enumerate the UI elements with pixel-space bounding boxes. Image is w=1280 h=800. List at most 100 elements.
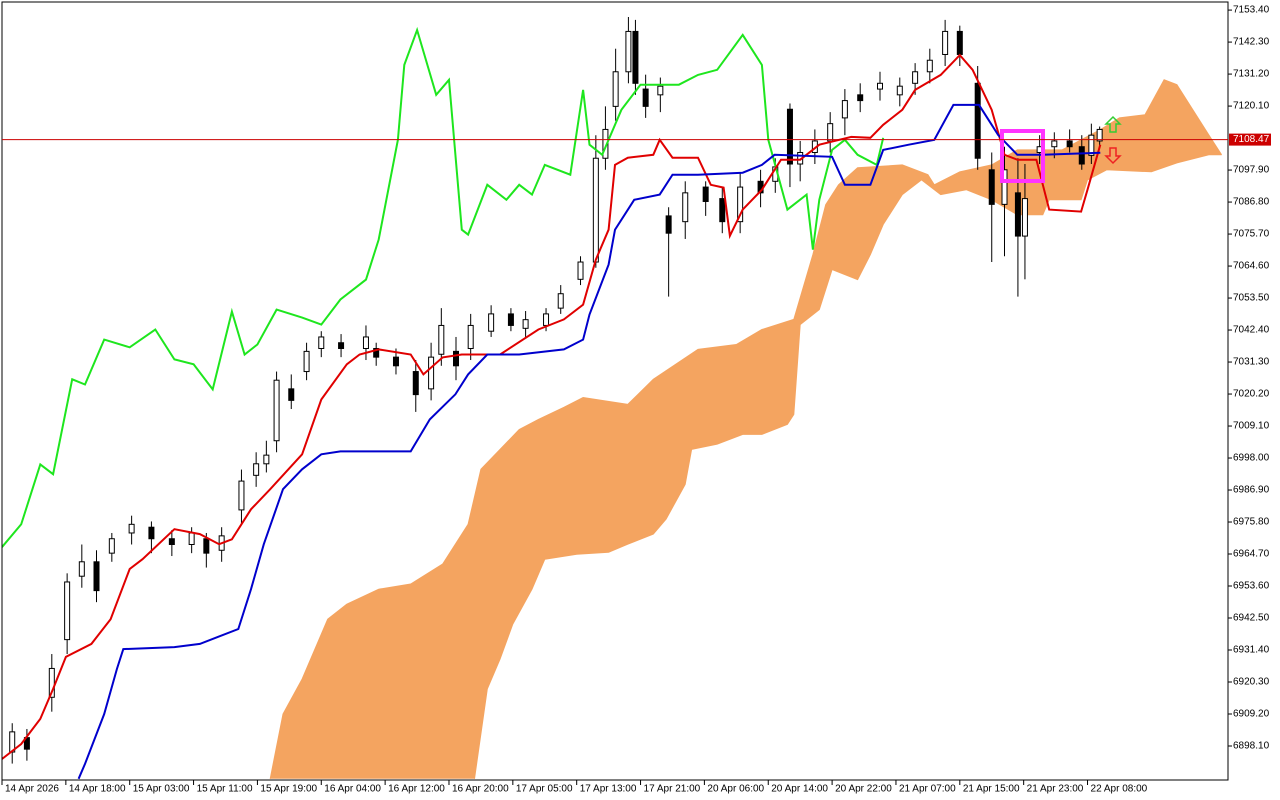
y-tick-label: 7153.40 bbox=[1233, 5, 1270, 16]
candle-body bbox=[108, 538, 115, 554]
candle-body bbox=[64, 581, 71, 641]
candle-body bbox=[453, 350, 460, 367]
x-tick-label: 16 Apr 04:00 bbox=[324, 784, 381, 795]
plot-area bbox=[2, 17, 1223, 780]
y-tick-label: 6964.70 bbox=[1233, 549, 1270, 560]
candle-body bbox=[657, 85, 664, 96]
y-tick-label: 7009.10 bbox=[1233, 421, 1270, 432]
y-tick-label: 6953.60 bbox=[1233, 581, 1270, 592]
current-price-box bbox=[1229, 133, 1271, 146]
candle-body bbox=[128, 523, 135, 534]
x-tick-label: 21 Apr 15:00 bbox=[963, 784, 1020, 795]
candle-body bbox=[522, 319, 529, 329]
candle-body bbox=[467, 324, 474, 349]
candle-body bbox=[1001, 169, 1008, 205]
plot-frame bbox=[1, 1, 1229, 781]
candle-body bbox=[592, 157, 599, 263]
candle-body bbox=[1088, 134, 1095, 156]
candle-body bbox=[625, 30, 632, 73]
candle-body bbox=[974, 82, 981, 159]
candle-body bbox=[253, 463, 260, 476]
candle-body bbox=[48, 667, 55, 698]
y-tick-label: 7086.80 bbox=[1233, 197, 1270, 208]
y-tick-label: 7131.20 bbox=[1233, 69, 1270, 80]
candle-body bbox=[632, 30, 639, 84]
cloud-edge bbox=[474, 154, 1222, 779]
candle-body bbox=[682, 192, 689, 223]
candle-body bbox=[786, 108, 793, 165]
cloud bbox=[270, 79, 1222, 779]
candle-body bbox=[338, 342, 345, 349]
candle-body bbox=[288, 388, 295, 401]
x-tick-label: 21 Apr 07:00 bbox=[899, 784, 956, 795]
candle-body bbox=[926, 59, 933, 73]
candle-body bbox=[857, 94, 864, 102]
candle-body bbox=[543, 313, 550, 326]
y-tick-label: 6998.00 bbox=[1233, 453, 1270, 464]
x-tick-label: 14 Apr 2026 bbox=[5, 784, 59, 795]
y-tick-label: 7142.30 bbox=[1233, 37, 1270, 48]
y-tick-label: 7020.20 bbox=[1233, 389, 1270, 400]
candle-body bbox=[168, 538, 175, 546]
x-tick-label: 22 Apr 08:00 bbox=[1091, 784, 1148, 795]
candle-body bbox=[238, 480, 245, 511]
candle-body bbox=[303, 350, 310, 373]
indicator-line bbox=[2, 26, 885, 548]
axes: 7153.40 7142.30 7131.20 7120.10 7097.90 7086.… bbox=[1, 5, 1270, 795]
x-tick-label: 17 Apr 05:00 bbox=[516, 784, 573, 795]
candle-body bbox=[841, 100, 848, 119]
candle-body bbox=[148, 526, 155, 540]
candle-body bbox=[438, 324, 445, 355]
x-tick-label: 21 Apr 23:00 bbox=[1027, 784, 1084, 795]
y-tick-label: 6920.30 bbox=[1233, 677, 1270, 688]
candle-body bbox=[318, 336, 325, 349]
candle-body bbox=[428, 356, 435, 390]
candle-body bbox=[702, 186, 709, 202]
candle-body bbox=[912, 71, 919, 84]
candle-body bbox=[78, 561, 85, 577]
current-price-label: 7108.47 bbox=[1233, 134, 1270, 145]
x-tick-label: 14 Apr 18:00 bbox=[69, 784, 126, 795]
y-tick-label: 7064.60 bbox=[1233, 261, 1270, 272]
candle-body bbox=[719, 198, 726, 223]
y-tick-label: 6931.40 bbox=[1233, 645, 1270, 656]
y-tick-label: 6986.90 bbox=[1233, 485, 1270, 496]
cloud-edge bbox=[269, 79, 1223, 779]
candle-body bbox=[488, 313, 495, 332]
y-tick-label: 7053.50 bbox=[1233, 293, 1270, 304]
candle-body bbox=[577, 261, 584, 280]
candle-body bbox=[1096, 128, 1103, 142]
x-tick-label: 16 Apr 12:00 bbox=[388, 784, 445, 795]
y-tick-label: 7075.70 bbox=[1233, 229, 1270, 240]
x-tick-label: 15 Apr 19:00 bbox=[260, 784, 317, 795]
candle-body bbox=[412, 371, 419, 396]
candle-body bbox=[1078, 146, 1085, 165]
x-tick-label: 15 Apr 03:00 bbox=[133, 784, 190, 795]
candle-body bbox=[1051, 140, 1058, 148]
candle-body bbox=[665, 215, 672, 234]
y-tick-label: 7120.10 bbox=[1233, 101, 1270, 112]
candle-body bbox=[896, 85, 903, 96]
candle-body bbox=[642, 88, 649, 107]
annotations bbox=[1000, 115, 1122, 183]
candle-body bbox=[737, 186, 744, 223]
x-tick-label: 15 Apr 11:00 bbox=[197, 784, 253, 795]
candle-body bbox=[557, 293, 564, 309]
y-tick-label: 7042.40 bbox=[1233, 325, 1270, 336]
buy-arrow bbox=[1104, 115, 1122, 133]
y-tick-label: 7031.30 bbox=[1233, 357, 1270, 368]
candle-body bbox=[988, 169, 995, 205]
x-tick-label: 16 Apr 20:00 bbox=[452, 784, 509, 795]
x-tick-label: 20 Apr 06:00 bbox=[707, 784, 764, 795]
indicator-line bbox=[2, 53, 1102, 760]
candle-body bbox=[373, 347, 380, 358]
x-tick-label: 17 Apr 21:00 bbox=[644, 784, 701, 795]
candle-body bbox=[263, 454, 270, 465]
candle-body bbox=[1021, 198, 1028, 237]
candle-body bbox=[612, 71, 619, 107]
y-tick-label: 6898.10 bbox=[1233, 741, 1270, 752]
candle-body bbox=[188, 532, 195, 546]
x-tick-label: 20 Apr 14:00 bbox=[771, 784, 828, 795]
